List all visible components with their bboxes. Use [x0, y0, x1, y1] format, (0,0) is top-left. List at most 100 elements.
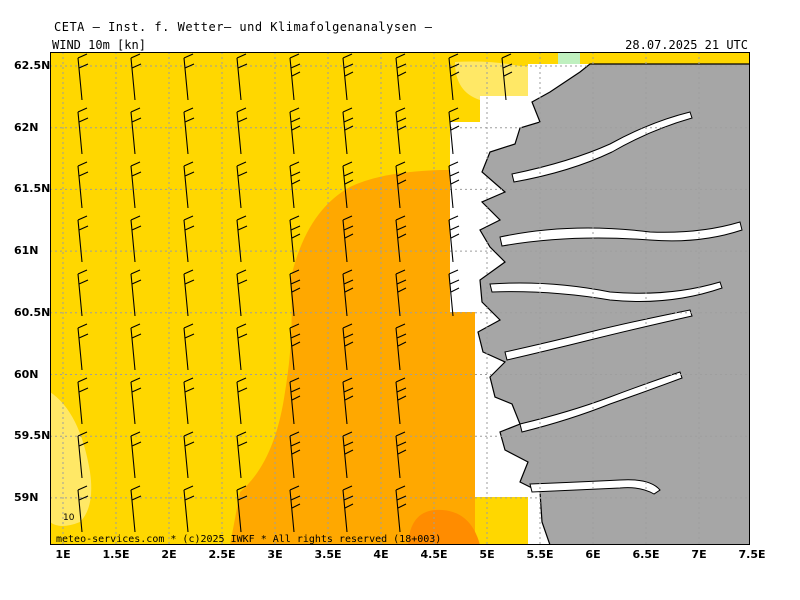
wind-barb-icon: [395, 161, 407, 209]
map-canvas: [50, 52, 750, 545]
wind-barb-icon: [183, 431, 195, 479]
y-tick-label: 62N: [14, 120, 39, 134]
x-tick-label: 4.5E: [420, 548, 448, 561]
wind-barb-icon: [130, 53, 142, 101]
wind-barb-icon: [77, 215, 89, 263]
wind-barb-icon: [395, 269, 407, 317]
wind-barb-icon: [342, 485, 354, 533]
header-title: CETA — Inst. f. Wetter— und Klimafolgena…: [54, 20, 433, 34]
wind-barb-icon: [236, 485, 248, 533]
wind-barb-icon: [130, 269, 142, 317]
wind-barb-icon: [236, 53, 248, 101]
wind-barb-icon: [289, 485, 301, 533]
wind-barb-icon: [77, 431, 89, 479]
wind-barb-icon: [236, 323, 248, 371]
wind-barb-icon: [448, 161, 460, 209]
wind-barb-icon: [130, 215, 142, 263]
wind-barb-icon: [289, 161, 301, 209]
wind-barb-icon: [77, 323, 89, 371]
fjord-5: [519, 371, 683, 433]
fjord-6: [529, 479, 661, 495]
wind-barb-icon: [236, 269, 248, 317]
wind-barb-icon: [395, 431, 407, 479]
wind-barb-icon: [342, 269, 354, 317]
fjord-2: [499, 221, 743, 247]
contour-label: 10: [63, 513, 75, 523]
x-tick-label: 6E: [585, 548, 601, 561]
wind-barb-icon: [236, 107, 248, 155]
wind-barb-icon: [395, 53, 407, 101]
wind-barb-icon: [183, 215, 195, 263]
wind-barb-icon: [395, 323, 407, 371]
x-tick-label: 7E: [691, 548, 707, 561]
wind-barb-icon: [236, 215, 248, 263]
x-tick-label: 2.5E: [208, 548, 236, 561]
wind-barb-icon: [130, 107, 142, 155]
wind-barb-icon: [342, 53, 354, 101]
wind-barb-icon: [395, 215, 407, 263]
fjord-1: [511, 111, 693, 183]
wind-barb-icon: [289, 269, 301, 317]
wind-barb-icon: [289, 431, 301, 479]
wind-barb-icon: [342, 377, 354, 425]
wind-barb-icon: [130, 377, 142, 425]
wind-barb-icon: [77, 107, 89, 155]
wind-barb-icon: [501, 53, 513, 101]
wind-barb-icon: [183, 485, 195, 533]
wind-barb-icon: [130, 323, 142, 371]
x-tick-label: 7.5E: [738, 548, 766, 561]
wind-barb-icon: [289, 107, 301, 155]
x-tick-label: 1.5E: [102, 548, 130, 561]
wind-barb-icon: [289, 323, 301, 371]
wind-barb-icon: [77, 269, 89, 317]
wind-barb-icon: [342, 107, 354, 155]
wind-barb-icon: [183, 53, 195, 101]
wind-field-light-left: [50, 392, 92, 526]
wind-barb-icon: [448, 215, 460, 263]
wind-barb-icon: [77, 485, 89, 533]
wind-barb-icon: [183, 161, 195, 209]
y-tick-label: 59N: [14, 490, 39, 504]
wind-barb-icon: [342, 431, 354, 479]
x-tick-label: 5.5E: [526, 548, 554, 561]
wind-barb-icon: [77, 53, 89, 101]
y-tick-label: 59.5N: [14, 429, 51, 443]
datetime-label: 28.07.2025 21 UTC: [625, 38, 748, 52]
fjord-3: [489, 281, 723, 302]
wind-barb-icon: [183, 323, 195, 371]
wind-barb-icon: [395, 107, 407, 155]
parameter-label: WIND 10m [kn]: [52, 38, 146, 52]
wind-barb-icon: [342, 323, 354, 371]
wind-barb-icon: [77, 161, 89, 209]
y-tick-label: 60N: [14, 367, 39, 381]
wind-barb-icon: [342, 161, 354, 209]
lat-lon-grid: [50, 52, 750, 545]
x-tick-label: 5E: [479, 548, 495, 561]
wind-barb-icon: [289, 215, 301, 263]
y-tick-label: 61N: [14, 244, 39, 258]
wind-barb-icon: [77, 377, 89, 425]
wind-field-dark-orange: [408, 509, 480, 545]
wind-barb-icon: [236, 431, 248, 479]
wind-barb-icon: [448, 269, 460, 317]
wind-barb-icon: [448, 107, 460, 155]
wind-barb-icon: [448, 53, 460, 101]
y-tick-label: 61.5N: [14, 182, 51, 196]
wind-barb-icon: [289, 377, 301, 425]
y-tick-label: 60.5N: [14, 305, 51, 319]
wind-barb-icon: [236, 161, 248, 209]
x-tick-label: 4E: [373, 548, 389, 561]
wind-barb-icon: [130, 161, 142, 209]
x-tick-label: 2E: [161, 548, 177, 561]
fjord-4: [504, 309, 693, 361]
wind-barbs: [77, 53, 513, 533]
x-tick-label: 3E: [267, 548, 283, 561]
wind-barb-icon: [183, 377, 195, 425]
wind-barb-icon: [130, 485, 142, 533]
x-tick-label: 1E: [55, 548, 71, 561]
wind-barb-icon: [183, 269, 195, 317]
weather-map: [50, 52, 750, 545]
map-border: [50, 52, 750, 545]
wind-barb-icon: [395, 377, 407, 425]
wind-barb-icon: [130, 431, 142, 479]
